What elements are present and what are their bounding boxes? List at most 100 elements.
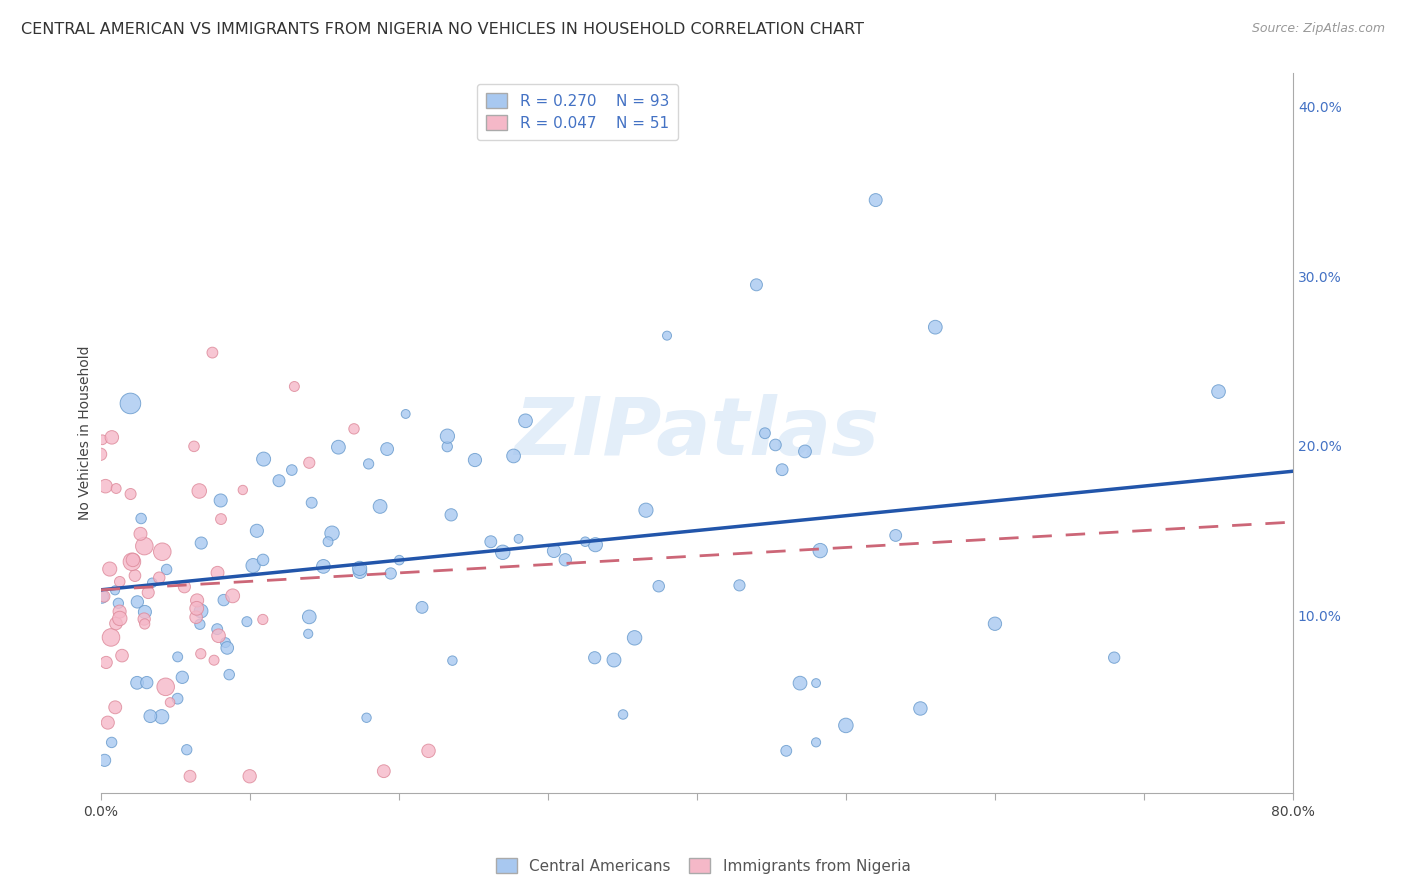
Point — [479, 534, 502, 549]
Point — [108, 574, 131, 589]
Point — [298, 456, 321, 470]
Point — [554, 553, 576, 567]
Point — [239, 769, 262, 783]
Point — [583, 650, 606, 665]
Point — [349, 561, 371, 575]
Point — [188, 483, 211, 498]
Point — [150, 709, 173, 723]
Point — [134, 605, 156, 619]
Point — [166, 691, 188, 706]
Point — [122, 553, 145, 567]
Point — [218, 667, 240, 681]
Point — [134, 539, 156, 553]
Point — [104, 616, 127, 631]
Point — [298, 610, 321, 624]
Point — [436, 429, 458, 443]
Point — [612, 707, 634, 722]
Point — [321, 526, 343, 541]
Legend: Central Americans, Immigrants from Nigeria: Central Americans, Immigrants from Niger… — [489, 852, 917, 880]
Point — [141, 575, 163, 590]
Point — [156, 562, 179, 576]
Point — [388, 553, 411, 567]
Point — [179, 769, 201, 783]
Point — [543, 544, 565, 558]
Point — [910, 701, 932, 715]
Point — [246, 524, 269, 538]
Point — [411, 600, 433, 615]
Point — [884, 528, 907, 542]
Point — [648, 579, 671, 593]
Point — [924, 320, 946, 334]
Point — [100, 631, 122, 645]
Point — [97, 715, 120, 730]
Point — [343, 422, 366, 436]
Point — [93, 753, 115, 767]
Point — [515, 414, 537, 428]
Point — [440, 508, 463, 522]
Point — [134, 612, 156, 626]
Point — [574, 534, 596, 549]
Point — [90, 447, 112, 461]
Point — [464, 453, 486, 467]
Point — [124, 568, 146, 582]
Y-axis label: No Vehicles in Household: No Vehicles in Household — [79, 346, 93, 520]
Point — [91, 433, 114, 447]
Point — [127, 675, 149, 690]
Point — [281, 463, 304, 477]
Point — [190, 536, 212, 550]
Point — [188, 617, 211, 632]
Point — [252, 612, 274, 626]
Point — [201, 345, 224, 359]
Point — [121, 555, 143, 569]
Point — [349, 565, 371, 579]
Point — [120, 396, 142, 410]
Point — [865, 193, 887, 207]
Point — [134, 616, 156, 631]
Point — [136, 585, 159, 599]
Text: Source: ZipAtlas.com: Source: ZipAtlas.com — [1251, 22, 1385, 36]
Point — [221, 589, 243, 603]
Point — [242, 558, 264, 573]
Point — [368, 500, 391, 514]
Point — [212, 593, 235, 607]
Point — [150, 545, 173, 559]
Point — [101, 430, 124, 444]
Point — [236, 615, 259, 629]
Point — [655, 328, 678, 343]
Point — [190, 604, 212, 618]
Point — [349, 561, 371, 575]
Point — [207, 629, 229, 643]
Point — [135, 675, 157, 690]
Point — [184, 610, 207, 624]
Point — [728, 578, 751, 592]
Point — [789, 676, 811, 690]
Point — [205, 622, 228, 636]
Point — [252, 553, 274, 567]
Point — [770, 463, 793, 477]
Point — [754, 426, 776, 441]
Point — [634, 503, 657, 517]
Point — [159, 695, 181, 709]
Point — [209, 493, 232, 508]
Point — [1102, 650, 1125, 665]
Point — [794, 444, 817, 458]
Point — [508, 532, 530, 546]
Point — [90, 590, 112, 604]
Point — [148, 571, 170, 585]
Point — [316, 534, 339, 549]
Point — [312, 559, 335, 574]
Point — [357, 457, 380, 471]
Point — [166, 649, 188, 664]
Point — [418, 744, 440, 758]
Point — [183, 439, 205, 453]
Point — [984, 616, 1007, 631]
Point — [105, 482, 128, 496]
Point — [765, 438, 787, 452]
Point — [190, 647, 212, 661]
Point — [139, 709, 162, 723]
Point — [1208, 384, 1230, 399]
Point — [232, 483, 254, 497]
Point — [173, 580, 195, 594]
Point — [129, 526, 152, 541]
Point — [328, 440, 350, 454]
